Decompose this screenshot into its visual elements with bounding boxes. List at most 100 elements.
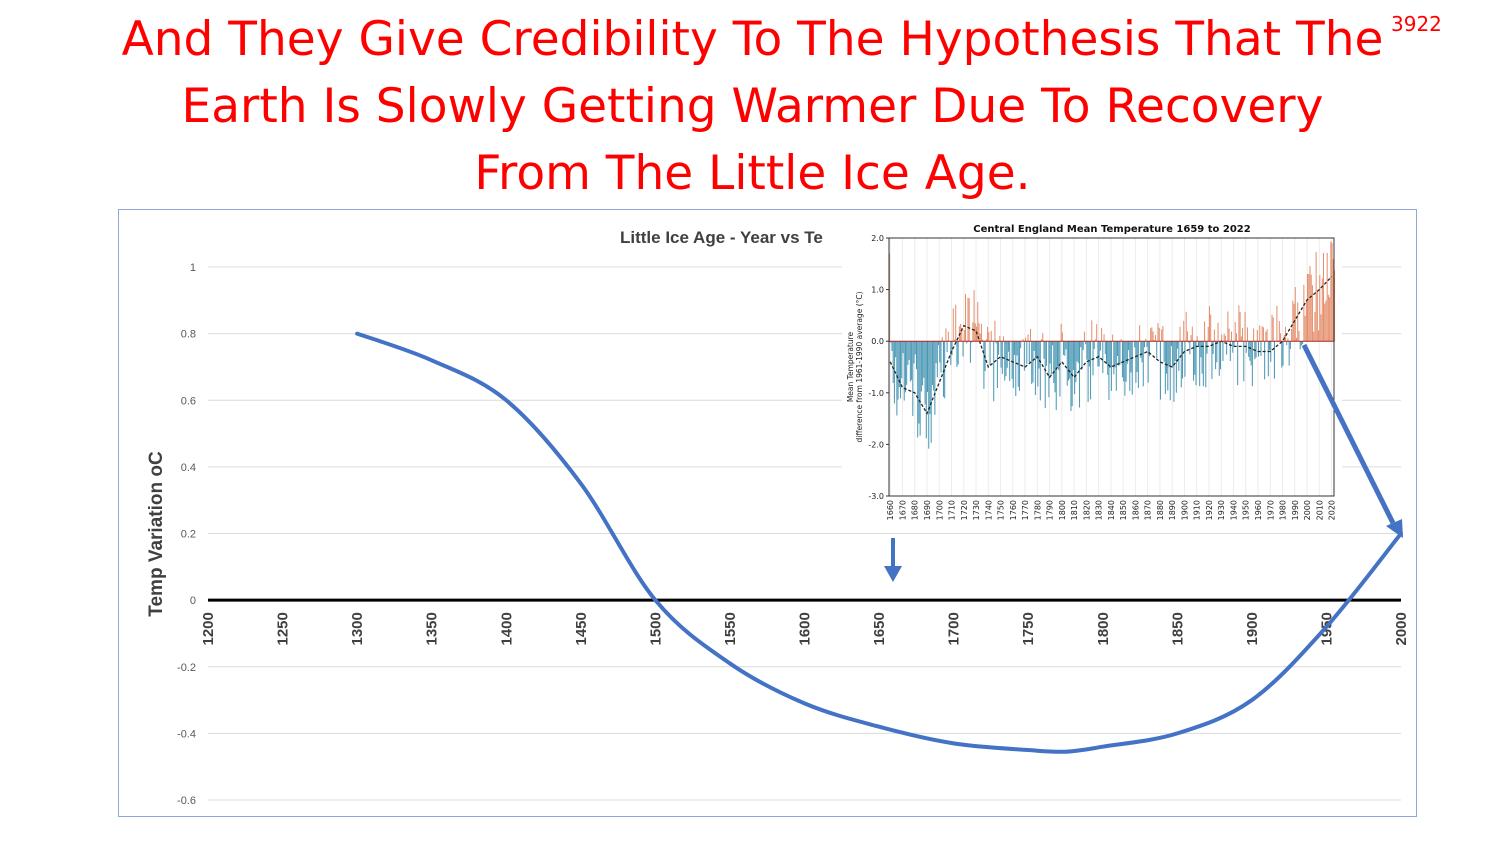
down-arrow-head	[884, 566, 902, 582]
y-tick-label: 0.8	[181, 329, 196, 341]
inset-x-tick-label: 1830	[1095, 500, 1104, 520]
inset-bar	[1129, 341, 1131, 391]
inset-bar	[1211, 341, 1213, 379]
inset-bar	[1251, 341, 1253, 387]
x-tick-label: 1850	[1169, 612, 1186, 645]
inset-bar	[962, 341, 964, 357]
inset-x-tick-label: 1980	[1279, 500, 1288, 520]
y-tick-label: -0.6	[177, 795, 196, 807]
inset-bar	[1077, 341, 1079, 364]
inset-bar	[904, 341, 906, 393]
inset-bar	[1228, 328, 1230, 342]
temp-variation-curve	[355, 331, 1403, 754]
inset-x-tick-label: 1990	[1291, 500, 1300, 520]
inset-bar	[1319, 275, 1321, 342]
inset-x-tick-label: 1930	[1217, 500, 1226, 520]
x-tick-label: 2000	[1393, 612, 1410, 645]
inset-bar	[1321, 278, 1323, 342]
inset-bar	[1231, 331, 1233, 342]
inset-bar	[944, 341, 946, 399]
inset-bar	[1026, 341, 1028, 364]
inset-bar	[1219, 341, 1222, 370]
inset-bar	[979, 333, 981, 342]
inset-bar	[955, 304, 957, 342]
inset-bar	[1280, 333, 1282, 342]
inset-bar	[923, 341, 925, 378]
inset-bar	[1058, 341, 1060, 371]
inset-bar	[978, 323, 980, 342]
inset-bar	[1175, 341, 1177, 393]
inset-x-tick-label: 1700	[935, 500, 944, 520]
inset-bar	[1292, 300, 1294, 342]
inset-bar	[1098, 341, 1100, 367]
inset-bar	[1239, 312, 1241, 342]
inset-x-tick-label: 1900	[1180, 500, 1189, 520]
inset-bar	[1330, 241, 1332, 342]
inset-bar	[1218, 341, 1220, 376]
inset-bar	[1093, 341, 1095, 350]
y-tick-label: 0.6	[181, 395, 196, 407]
slide-number: 3922	[1391, 12, 1442, 36]
inset-y-axis-title-line-2: difference from 1961-1990 average (°C)	[855, 291, 864, 442]
inset-x-tick-label: 1750	[997, 500, 1006, 520]
inset-bar	[968, 298, 970, 342]
x-tick-label: 1800	[1095, 612, 1112, 645]
inset-bar	[1316, 290, 1318, 342]
x-tick-label: 1650	[871, 612, 888, 645]
inset-bar	[1307, 273, 1309, 342]
inset-bar	[936, 341, 938, 378]
inset-bar	[1302, 341, 1304, 344]
inset-bar	[890, 341, 892, 343]
inset-bar	[1201, 341, 1203, 374]
inset-bar	[1227, 311, 1229, 342]
x-tick-label: 1200	[200, 612, 217, 645]
inset-bar	[900, 341, 902, 399]
inset-bar	[1027, 334, 1029, 342]
inset-bar	[1249, 341, 1251, 361]
inset-bar	[1174, 341, 1176, 361]
inset-bar	[1049, 341, 1051, 364]
inset-bar	[983, 341, 985, 389]
inset-bar	[1162, 326, 1164, 342]
x-tick-label: 1700	[946, 612, 963, 645]
inset-bar	[1131, 341, 1133, 395]
inset-x-tick-label: 1950	[1242, 500, 1251, 520]
inset-bar	[1197, 341, 1199, 347]
inset-bar	[1102, 341, 1104, 374]
inset-x-tick-label: 1720	[960, 500, 969, 520]
y-tick-label: 0	[190, 595, 196, 607]
inset-bar	[1191, 326, 1193, 342]
inset-bar	[1094, 339, 1096, 342]
inset-x-tick-label: 1940	[1229, 500, 1238, 520]
inset-bar	[1056, 341, 1058, 367]
inset-bar	[1061, 332, 1063, 342]
inset-bar	[1016, 341, 1018, 356]
x-tick-label: 1400	[498, 612, 515, 645]
inset-bar	[1110, 341, 1112, 391]
inset-bar	[1270, 341, 1272, 362]
inset-x-tick-label: 1890	[1168, 500, 1177, 520]
inset-bar	[1041, 339, 1043, 342]
inset-bar	[892, 341, 894, 383]
inset-bar	[918, 341, 920, 424]
inset-bar	[1101, 327, 1103, 342]
inset-bar	[1067, 341, 1070, 381]
inset-y-tick-label: 0.0	[871, 337, 884, 346]
inset-bar	[1168, 341, 1170, 367]
inset-bar	[1034, 341, 1036, 395]
inset-bar	[1178, 341, 1180, 371]
inset-bar	[1259, 325, 1261, 342]
inset-y-tick-label: 1.0	[871, 286, 884, 295]
inset-bar	[1045, 341, 1047, 366]
inset-bar	[961, 327, 963, 342]
inset-bar	[1070, 341, 1072, 412]
inset-bar	[1142, 341, 1144, 387]
inset-bar	[1072, 341, 1074, 371]
inset-bar	[1038, 341, 1040, 369]
inset-bar	[1109, 341, 1111, 368]
inset-bar	[989, 341, 991, 366]
inset-bar	[942, 341, 944, 397]
inset-bar	[1177, 341, 1179, 349]
inset-bar	[1261, 326, 1263, 342]
inset-bar	[951, 341, 953, 356]
